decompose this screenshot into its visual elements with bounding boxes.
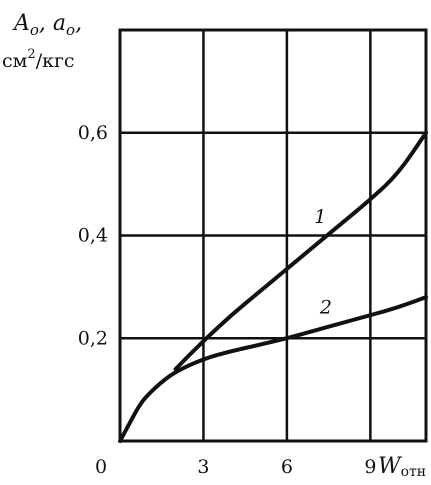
x-axis-label: Wотн xyxy=(378,454,426,480)
x-tick-label-3: 3 xyxy=(197,456,209,478)
series-line-1 xyxy=(173,130,428,372)
grid xyxy=(120,30,426,441)
series-label-2: 2 xyxy=(319,296,332,318)
x-tick-label-6: 6 xyxy=(281,456,293,478)
series-line-2 xyxy=(118,295,428,443)
y-tick-label-1: 0,4 xyxy=(78,225,108,247)
series-label-1: 1 xyxy=(314,206,326,228)
y-axis-label: Ao, ao, xyxy=(12,11,82,39)
x-tick-label-0: 0 xyxy=(95,456,107,478)
y-tick-label-0: 0,2 xyxy=(78,327,108,349)
ticks-layer: 0 3 6 9 0,2 0,4 0,6 xyxy=(78,122,377,478)
y-axis-unit: см2/кгс xyxy=(2,47,75,72)
series-layer: 12 xyxy=(118,130,428,443)
x-tick-label-9: 9 xyxy=(364,456,376,478)
plot-frame xyxy=(118,28,428,443)
y-tick-label-2: 0,6 xyxy=(78,122,108,144)
